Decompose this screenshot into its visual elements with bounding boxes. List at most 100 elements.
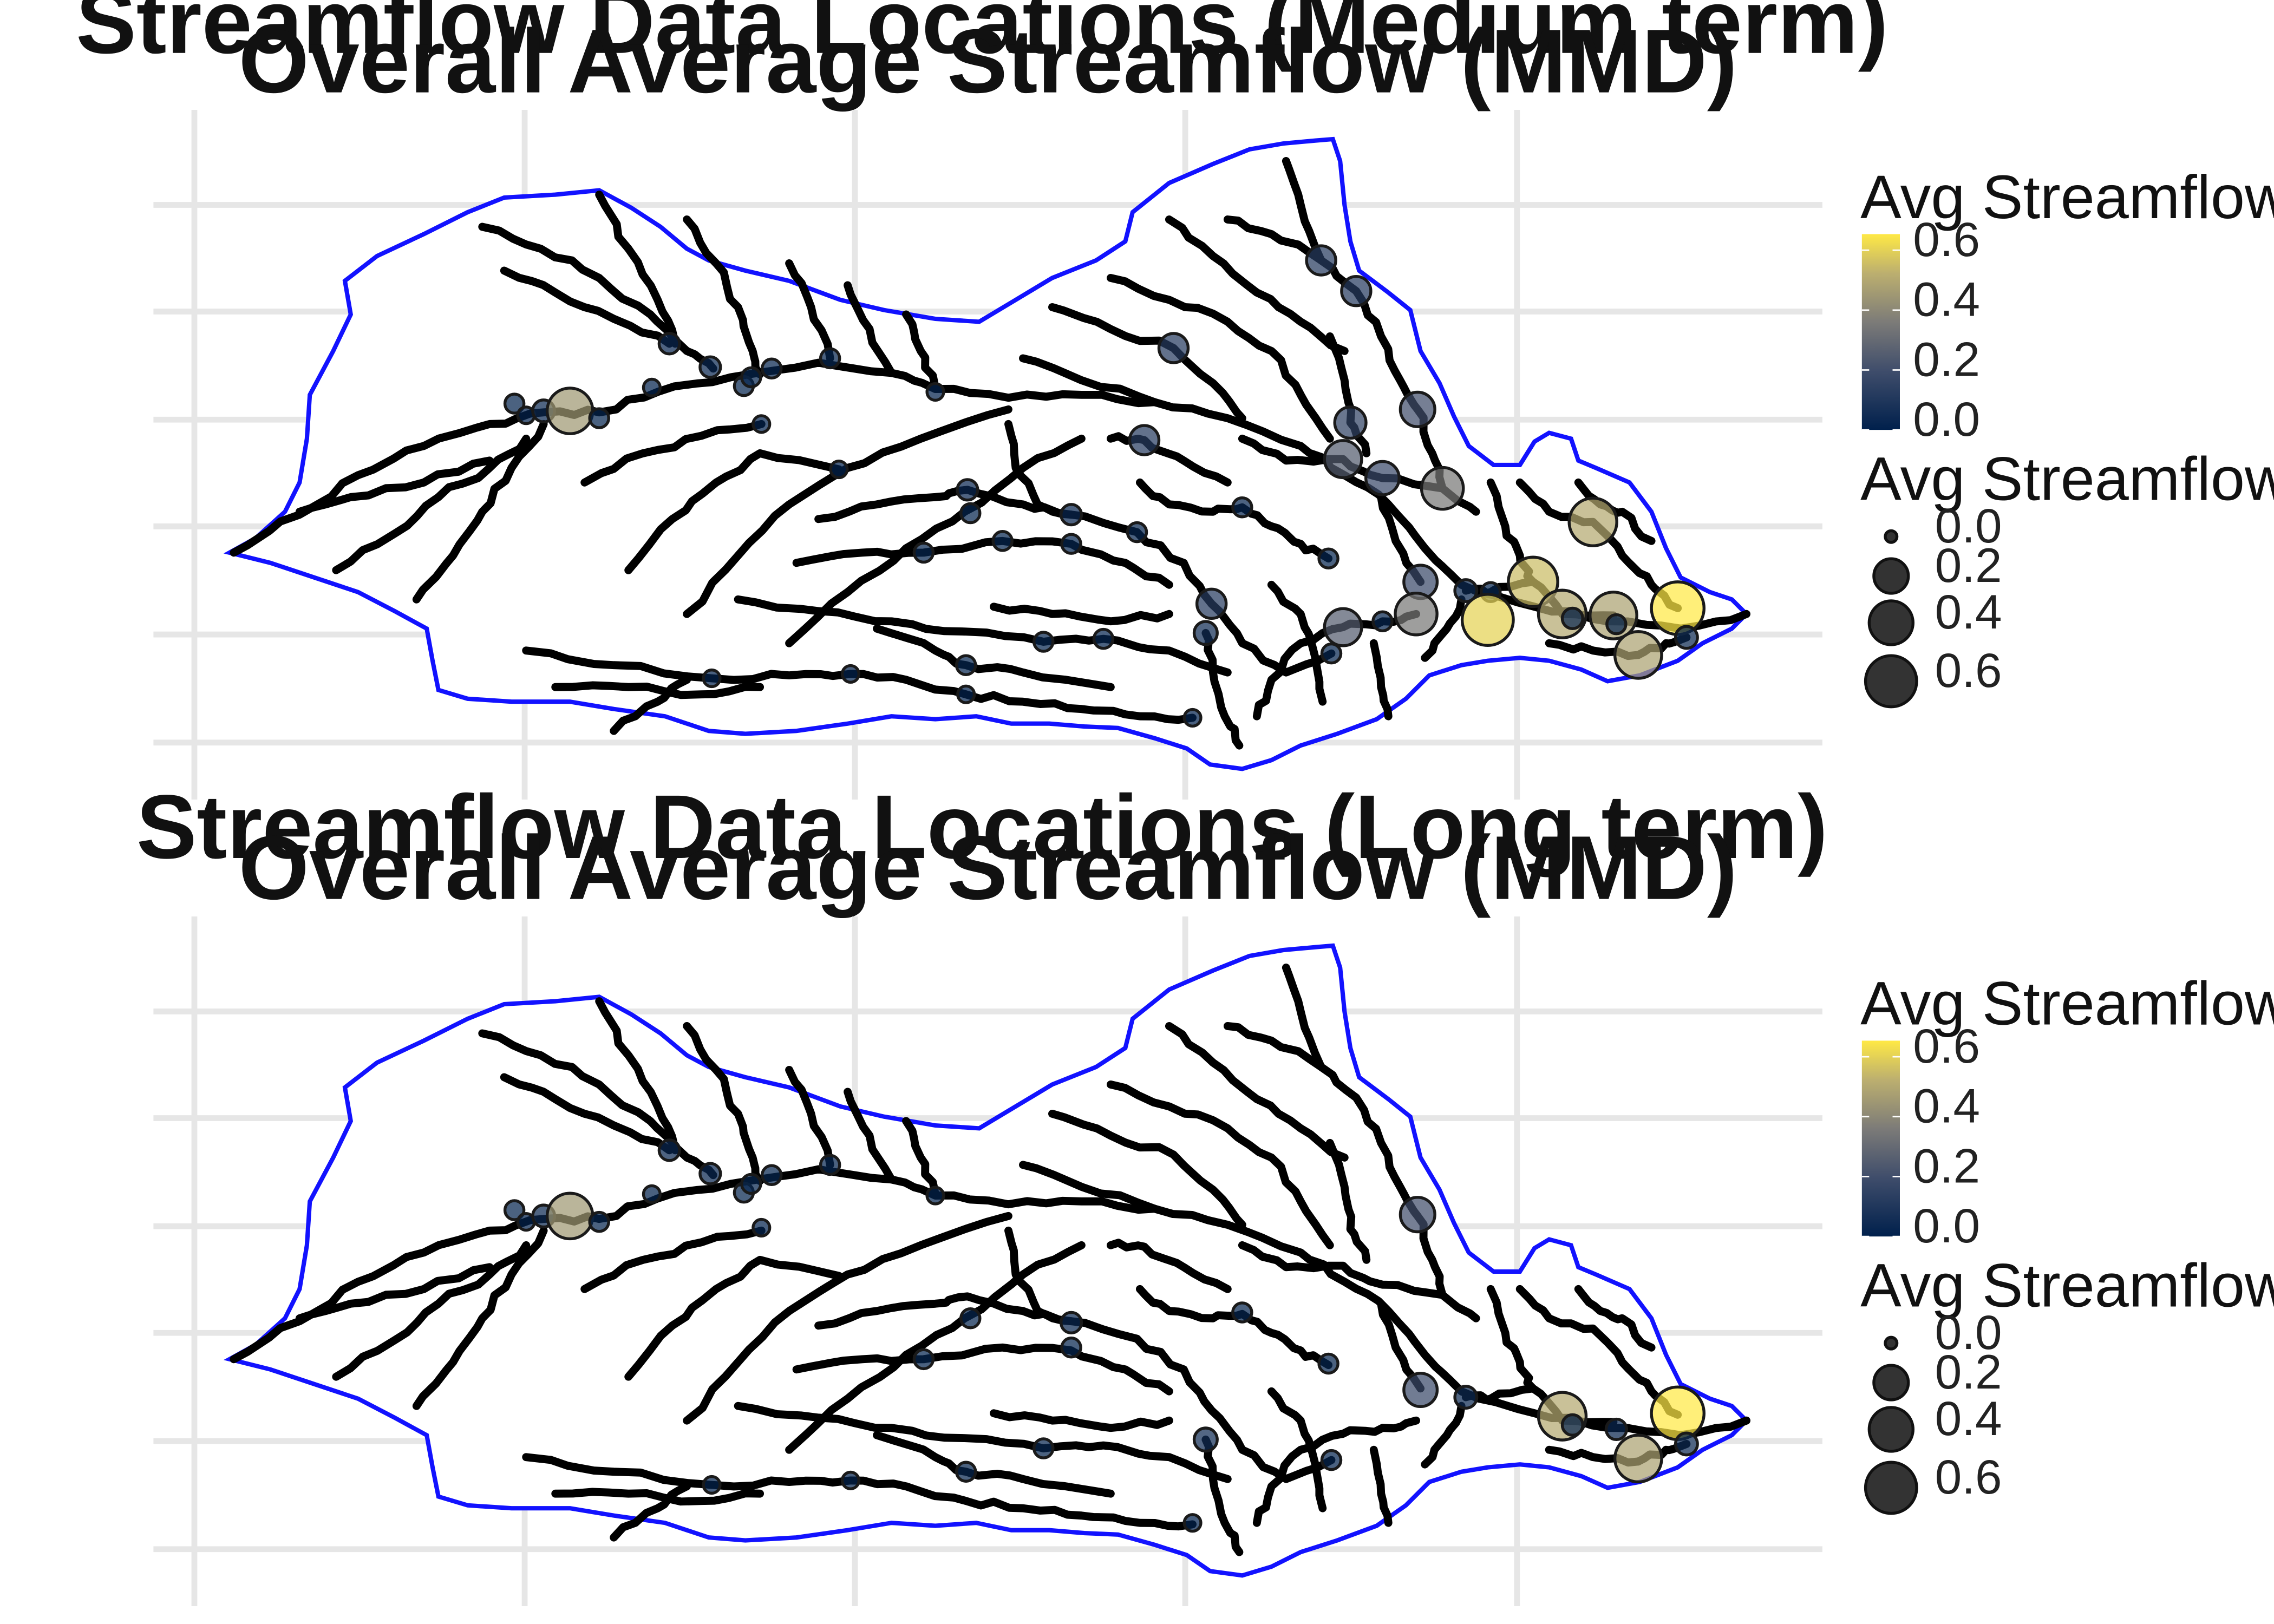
station-marker[interactable]: [1605, 613, 1628, 636]
station-marker[interactable]: [1333, 405, 1368, 440]
station-marker[interactable]: [1560, 606, 1584, 630]
station-marker[interactable]: [752, 414, 772, 434]
station-marker[interactable]: [1317, 547, 1339, 569]
station-marker[interactable]: [503, 392, 526, 415]
station-marker[interactable]: [1674, 1431, 1699, 1457]
station-marker[interactable]: [588, 1210, 610, 1233]
station-marker[interactable]: [829, 459, 849, 480]
station-marker[interactable]: [698, 355, 722, 379]
station-marker[interactable]: [991, 530, 1014, 552]
station-marker[interactable]: [1182, 1513, 1203, 1533]
station-marker[interactable]: [657, 332, 681, 356]
river-segment: [1421, 595, 1466, 662]
basin-boundary: [223, 943, 1750, 1578]
station-marker[interactable]: [1059, 503, 1083, 527]
legend-size-tick: 0.2: [1935, 1345, 2002, 1399]
station-marker[interactable]: [1323, 607, 1363, 647]
station-marker[interactable]: [740, 1173, 762, 1195]
station-marker[interactable]: [1674, 625, 1699, 650]
station-marker[interactable]: [545, 387, 594, 435]
station-marker[interactable]: [1567, 496, 1618, 547]
river-segment: [683, 405, 1012, 618]
station-markers: [503, 244, 1706, 728]
station-marker[interactable]: [1128, 424, 1161, 456]
station-marker[interactable]: [1317, 1352, 1339, 1375]
station-marker[interactable]: [1560, 1413, 1584, 1437]
station-marker[interactable]: [1453, 578, 1479, 604]
station-marker[interactable]: [1364, 460, 1401, 496]
station-marker[interactable]: [840, 664, 861, 684]
station-marker[interactable]: [1394, 591, 1439, 637]
station-marker[interactable]: [1192, 1426, 1219, 1453]
river-segment: [412, 1226, 548, 1410]
station-marker[interactable]: [1460, 593, 1515, 647]
legend-color-tick: 0.4: [1913, 272, 1980, 326]
station-marker[interactable]: [956, 478, 979, 502]
station-marker[interactable]: [642, 377, 662, 397]
station-marker[interactable]: [698, 1162, 722, 1186]
station-marker[interactable]: [588, 407, 610, 429]
station-marker[interactable]: [956, 684, 976, 704]
station-marker[interactable]: [819, 1154, 841, 1176]
station-marker[interactable]: [1033, 1437, 1055, 1459]
station-marker[interactable]: [1059, 1311, 1083, 1334]
station-marker[interactable]: [740, 366, 762, 389]
river-segment: [1106, 432, 1232, 487]
station-marker[interactable]: [702, 1475, 722, 1495]
station-marker[interactable]: [1033, 631, 1055, 653]
station-marker[interactable]: [955, 1461, 977, 1483]
station-marker[interactable]: [752, 1217, 772, 1238]
station-marker[interactable]: [657, 1138, 681, 1162]
station-marker[interactable]: [1195, 587, 1228, 620]
river-segment: [1267, 1387, 1327, 1512]
legend-color-title: Avg Streamflow (_MMD): [1860, 163, 2274, 232]
station-marker[interactable]: [1613, 1433, 1663, 1484]
station-marker[interactable]: [1604, 1417, 1628, 1442]
station-marker[interactable]: [760, 1164, 783, 1187]
station-marker[interactable]: [503, 1199, 526, 1221]
station-marker[interactable]: [1323, 439, 1363, 480]
station-marker[interactable]: [1231, 1301, 1253, 1324]
station-marker[interactable]: [760, 357, 783, 380]
station-marker[interactable]: [1060, 533, 1082, 555]
station-marker[interactable]: [1453, 1385, 1479, 1410]
station-marker[interactable]: [1420, 466, 1465, 511]
river-segment: [412, 420, 548, 604]
river-segment: [785, 1241, 1086, 1454]
station-marker[interactable]: [1371, 610, 1394, 632]
station-marker[interactable]: [1399, 1196, 1436, 1234]
station-marker[interactable]: [955, 654, 977, 676]
river-segment: [522, 646, 1197, 724]
station-marker[interactable]: [1182, 708, 1203, 728]
station-marker[interactable]: [959, 502, 982, 525]
station-marker[interactable]: [1650, 1385, 1706, 1442]
station-marker[interactable]: [1399, 390, 1436, 428]
station-marker[interactable]: [1060, 1337, 1082, 1359]
station-marker[interactable]: [1192, 620, 1219, 646]
station-marker[interactable]: [925, 1186, 945, 1206]
station-marker[interactable]: [702, 668, 722, 689]
station-marker[interactable]: [545, 1191, 594, 1241]
station-marker[interactable]: [1613, 630, 1663, 680]
station-marker[interactable]: [1320, 642, 1343, 665]
river-segment: [295, 456, 494, 516]
station-marker[interactable]: [1402, 1372, 1439, 1409]
station-marker[interactable]: [1340, 275, 1373, 307]
legend-size-key: [1872, 1364, 1910, 1402]
station-marker[interactable]: [1507, 555, 1559, 608]
station-marker[interactable]: [1126, 521, 1148, 543]
river-segment: [1486, 1285, 1537, 1393]
station-marker[interactable]: [1650, 580, 1706, 636]
station-marker[interactable]: [912, 1348, 935, 1371]
station-marker[interactable]: [959, 1307, 982, 1330]
station-marker[interactable]: [1157, 332, 1190, 364]
station-marker[interactable]: [1320, 1449, 1343, 1471]
station-marker[interactable]: [642, 1184, 662, 1204]
station-marker[interactable]: [1092, 627, 1115, 650]
station-marker[interactable]: [925, 382, 945, 402]
station-marker[interactable]: [819, 347, 841, 370]
station-marker[interactable]: [1231, 496, 1253, 519]
station-marker[interactable]: [912, 541, 935, 564]
station-marker[interactable]: [840, 1470, 861, 1490]
station-marker[interactable]: [1305, 244, 1337, 277]
